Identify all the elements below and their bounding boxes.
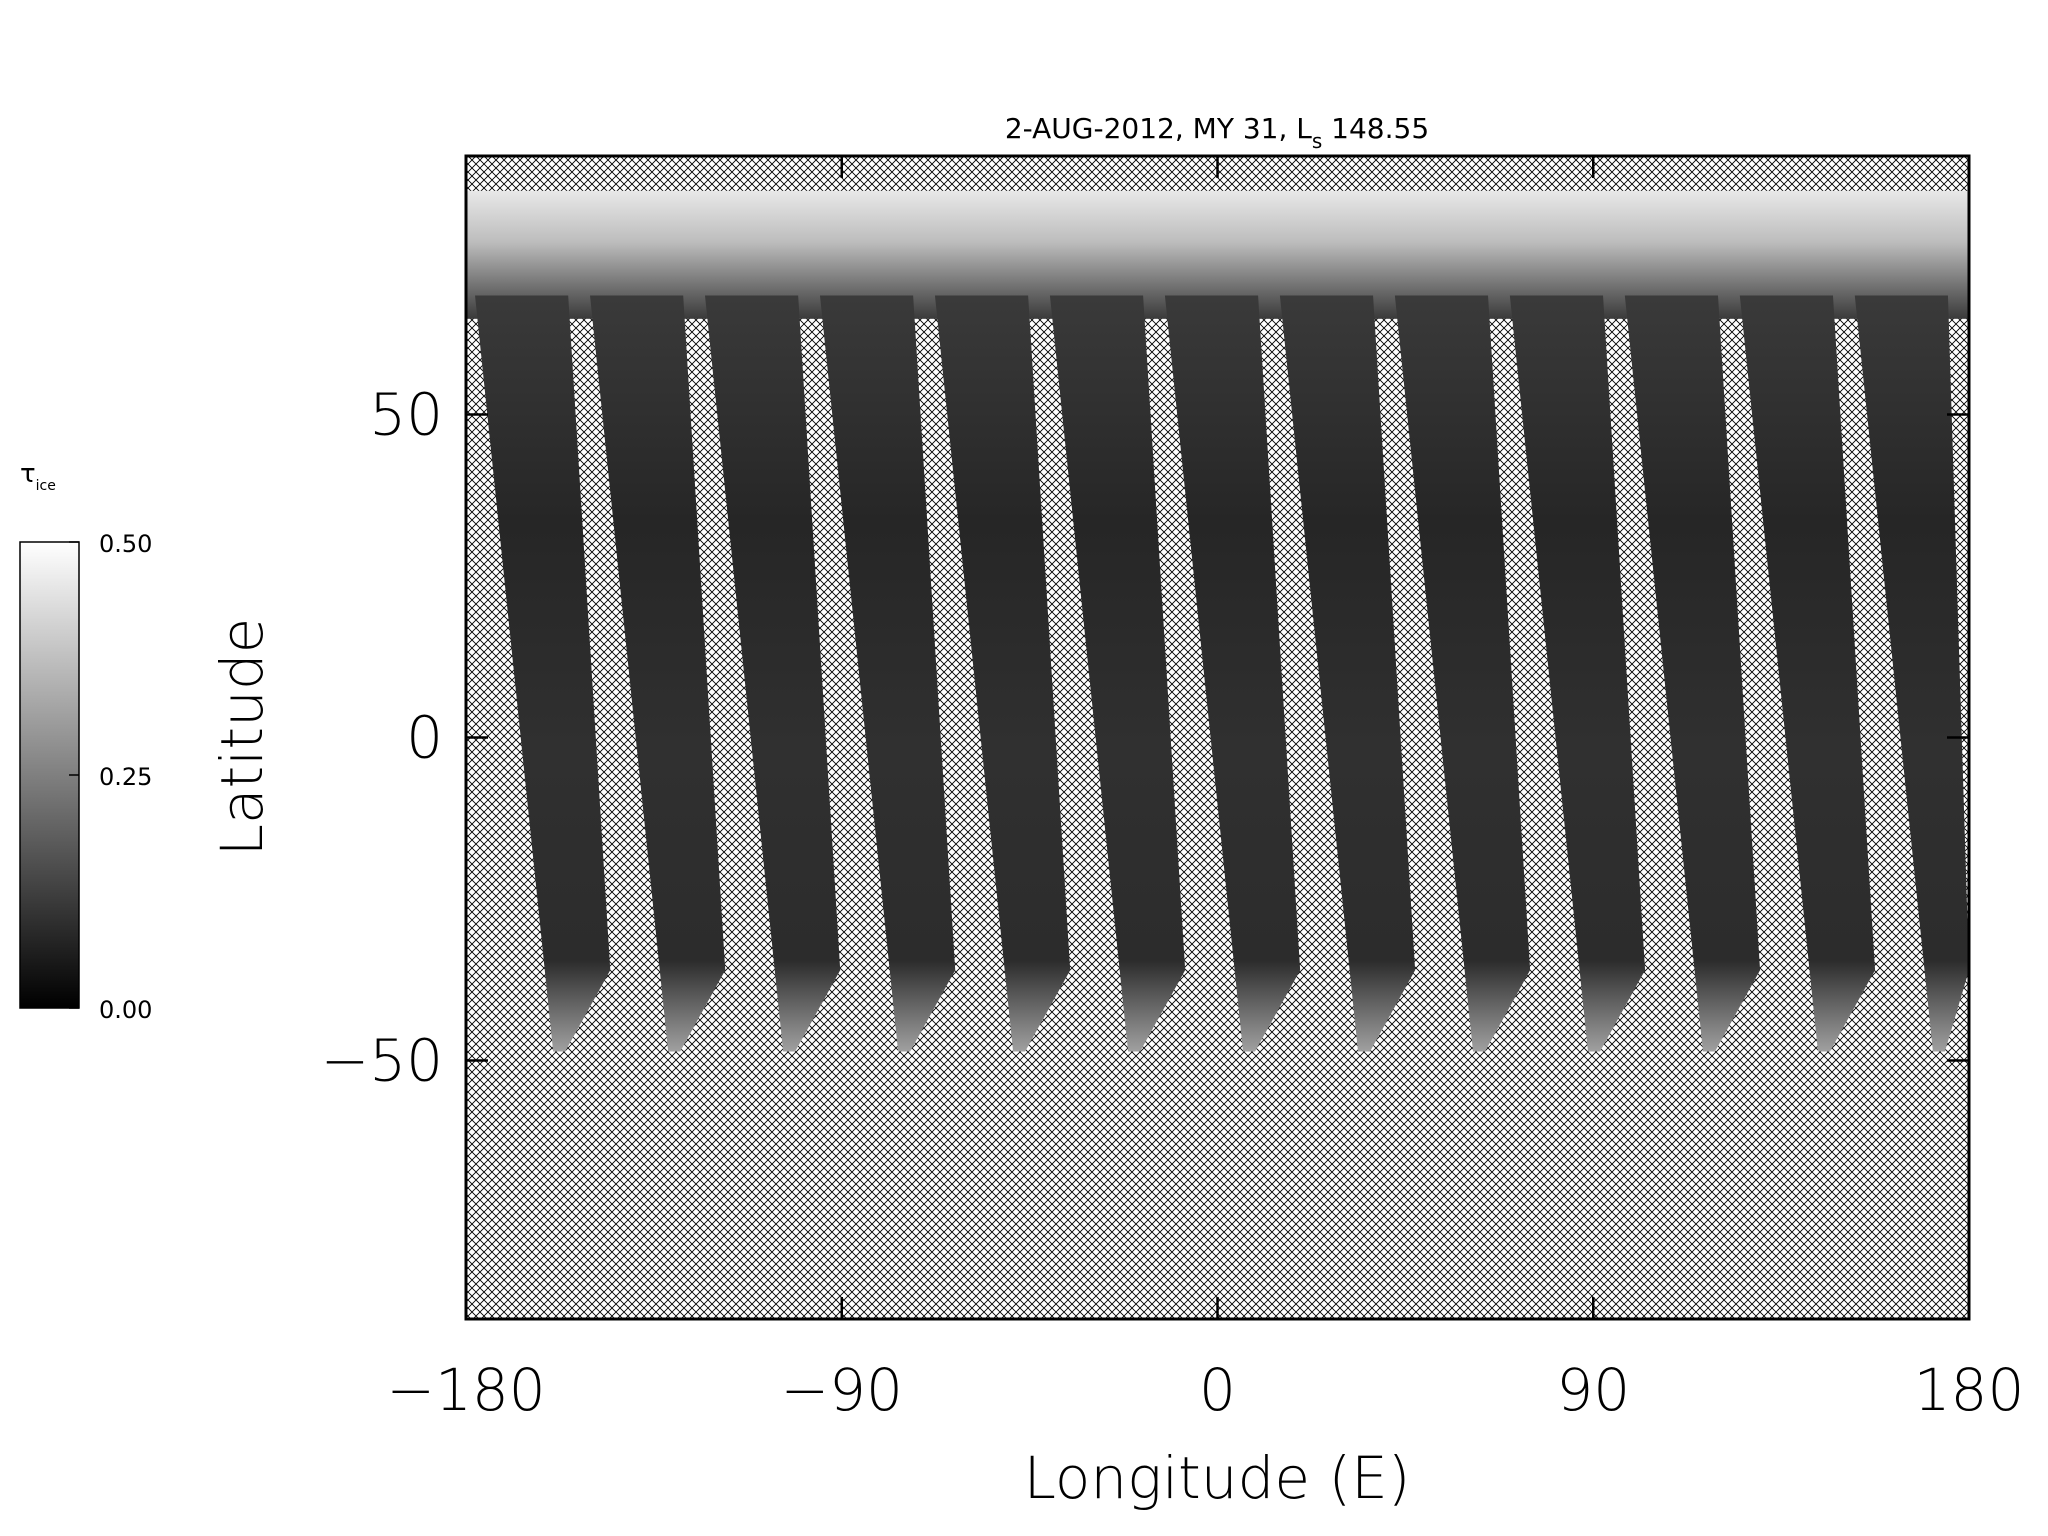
colorbar-label-subscript: ice (36, 478, 56, 494)
colorbar-label-main: τ (20, 459, 36, 489)
title-subscript: s (1312, 129, 1322, 153)
x-tick-label: −180 (386, 1356, 545, 1424)
observation-swath (1509, 295, 1646, 1052)
chart-title: 2-AUG-2012, MY 31, Ls 148.55 (1005, 112, 1429, 153)
colorbar-tick-label: 0.00 (99, 996, 152, 1024)
observation-swath (475, 295, 611, 1052)
y-tick-label: 50 (369, 380, 443, 448)
observation-swath (1854, 295, 1969, 1052)
x-tick-label: 90 (1556, 1356, 1630, 1424)
colorbar-tick-label: 0.25 (99, 763, 152, 791)
y-tick-label: 0 (406, 704, 443, 772)
x-tick-label: −90 (781, 1356, 903, 1424)
observation-swath (934, 295, 1071, 1052)
observation-swath (704, 295, 841, 1052)
observation-swath (1279, 295, 1416, 1052)
observation-swath (1624, 295, 1761, 1052)
colorbar-tick-label: 0.50 (99, 530, 152, 558)
title-main: 2-AUG-2012, MY 31, L (1005, 112, 1312, 145)
colorbar-label: τice (20, 459, 56, 494)
observation-swath (589, 295, 726, 1052)
title-tail: 148.55 (1322, 112, 1429, 145)
x-tick-label: 180 (1914, 1356, 2025, 1424)
observation-swath (1164, 295, 1301, 1052)
observation-swath (819, 295, 956, 1052)
observation-swath (1049, 295, 1186, 1052)
observation-swath (1739, 295, 1876, 1052)
x-tick-label: 0 (1199, 1356, 1236, 1424)
x-axis-label: Longitude (E) (1024, 1444, 1411, 1512)
y-tick-label: −50 (321, 1027, 443, 1095)
observation-swath (1394, 295, 1531, 1052)
y-axis-label: Latitude (208, 618, 276, 857)
